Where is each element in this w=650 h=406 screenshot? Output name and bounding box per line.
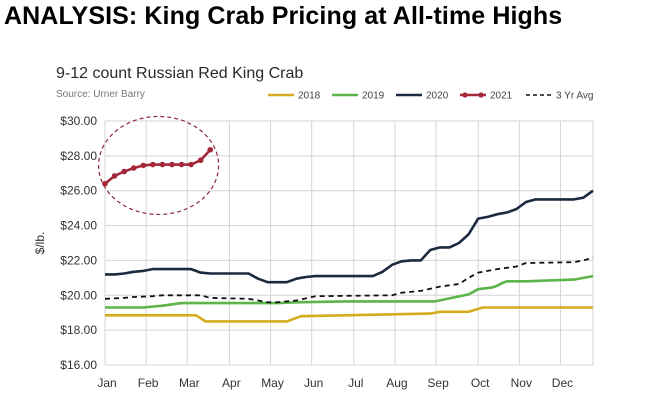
data-point-2021 — [178, 161, 185, 168]
x-tick-label: May — [261, 376, 284, 390]
x-tick-label: Aug — [386, 376, 407, 390]
series-line-2021 — [104, 148, 212, 185]
x-tick-label: Nov — [511, 376, 532, 390]
annotation-circle — [97, 115, 220, 216]
data-point-2021 — [140, 162, 147, 169]
legend-marker — [478, 92, 484, 98]
x-tick-label: Apr — [222, 376, 241, 390]
x-axis-ticks: Jan Feb Mar Apr May Jun Jul Aug Sep Oct Nov Dec — [97, 376, 573, 390]
data-point-2021 — [188, 161, 194, 168]
x-tick-label: Jul — [348, 376, 363, 390]
y-tick-label: $16.00 — [60, 358, 97, 372]
legend-marker — [462, 92, 468, 98]
series-line-2020 — [105, 189, 594, 284]
series-line-3-yr-avg — [104, 256, 594, 304]
data-point-2021 — [111, 173, 118, 179]
x-tick-label: Sep — [427, 376, 449, 390]
y-axis-label: $/lb. — [33, 232, 47, 255]
data-point-2021 — [150, 161, 156, 168]
y-tick-label: $24.00 — [60, 219, 97, 233]
legend-label: 2018 — [298, 91, 321, 102]
legend-label: 2019 — [362, 91, 385, 102]
data-point-2021 — [159, 161, 166, 168]
data-point-2021 — [169, 161, 175, 168]
data-point-2021 — [207, 146, 214, 153]
x-tick-label: Mar — [179, 376, 200, 390]
series-line-2018 — [105, 306, 593, 323]
chart-title: 9-12 count Russian Red King Crab — [56, 65, 304, 82]
y-tick-label: $18.00 — [60, 323, 97, 337]
series-lines — [102, 146, 594, 323]
legend-label: 3 Yr Avg — [556, 91, 593, 102]
y-tick-label: $28.00 — [60, 149, 97, 163]
legend: 2018 2019 2020 2021 3 Yr Avg — [268, 91, 593, 102]
x-tick-label: Jun — [304, 376, 323, 390]
data-point-2021 — [197, 157, 204, 164]
y-tick-label: $22.00 — [60, 253, 97, 267]
data-point-2021 — [102, 180, 108, 187]
series-line-2019 — [105, 274, 594, 309]
legend-label: 2020 — [426, 91, 449, 102]
y-tick-label: $26.00 — [60, 184, 97, 198]
x-tick-label: Oct — [471, 376, 490, 390]
highlight-ellipse — [97, 115, 220, 216]
y-axis-ticks: $16.00 $18.00 $20.00 $22.00 $24.00 $26.00 $28.… — [60, 114, 97, 372]
legend-label: 2021 — [490, 91, 513, 102]
x-tick-label: Jan — [97, 376, 116, 390]
y-tick-label: $20.00 — [60, 288, 97, 302]
x-tick-label: Dec — [552, 376, 573, 390]
headline: ANALYSIS: King Crab Pricing at All-time … — [4, 2, 563, 30]
chart-grid — [104, 120, 594, 366]
chart-source: Source: Urner Barry — [56, 89, 145, 100]
data-point-2021 — [130, 165, 137, 171]
data-point-2021 — [121, 168, 127, 175]
y-tick-label: $30.00 — [60, 114, 97, 128]
x-tick-label: Feb — [138, 376, 159, 390]
